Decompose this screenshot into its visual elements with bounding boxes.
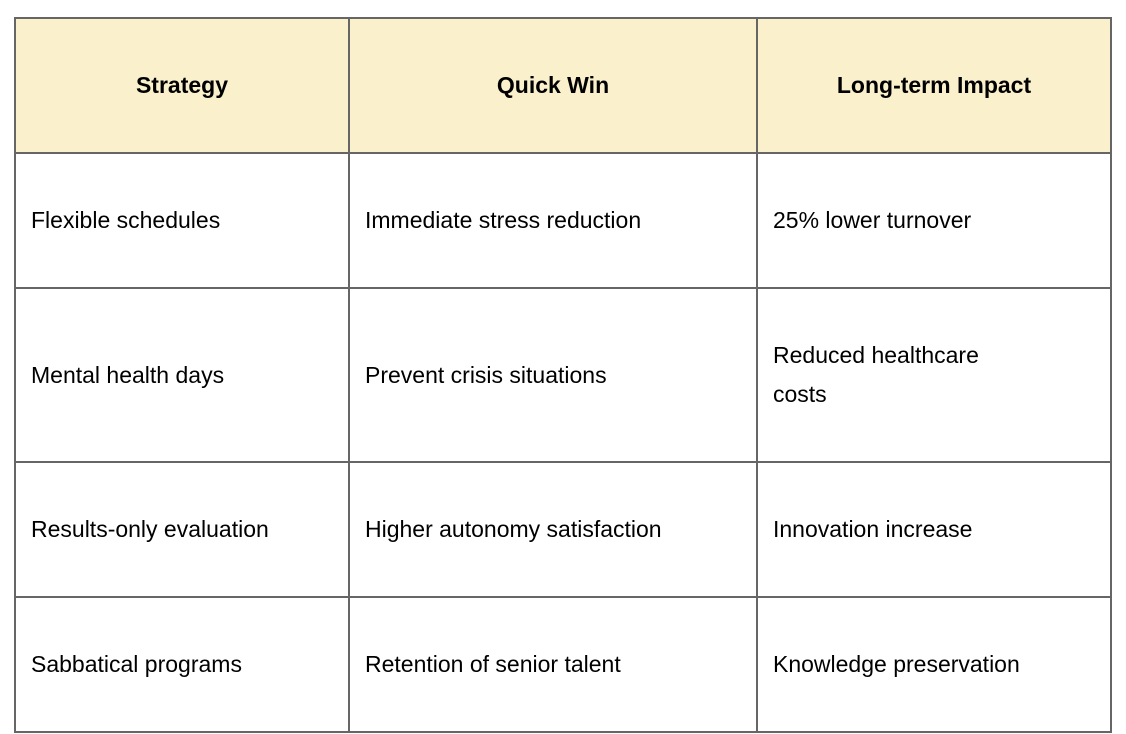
cell-strategy-results-only-evaluation[interactable]: Results-only evaluation: [14, 461, 350, 598]
cell-strategy-sabbatical-programs[interactable]: Sabbatical programs: [14, 596, 350, 733]
cell-strategy-flexible-schedules[interactable]: Flexible schedules: [14, 152, 350, 289]
cell-impact-mental-health-days[interactable]: Reduced healthcare costs: [756, 287, 1112, 463]
cell-impact-flexible-schedules[interactable]: 25% lower turnover: [756, 152, 1112, 289]
header-cell-strategy[interactable]: Strategy: [14, 17, 350, 154]
table-header-row: Strategy Quick Win Long-term Impact: [14, 17, 1112, 154]
table-row: Strategy Quick Win Long-term Impact: [14, 17, 1112, 154]
header-cell-quick-win[interactable]: Quick Win: [348, 17, 758, 154]
cell-quick-win-sabbatical-programs[interactable]: Retention of senior talent: [348, 596, 758, 733]
cell-strategy-mental-health-days[interactable]: Mental health days: [14, 287, 350, 463]
cell-quick-win-results-only-evaluation[interactable]: Higher autonomy satisfaction: [348, 461, 758, 598]
cell-impact-sabbatical-programs[interactable]: Knowledge preservation: [756, 596, 1112, 733]
cell-impact-results-only-evaluation[interactable]: Innovation increase: [756, 461, 1112, 598]
table-row: Sabbatical programs Retention of senior …: [14, 596, 1112, 733]
table-row: Flexible schedules Immediate stress redu…: [14, 152, 1112, 289]
table-body: Flexible schedules Immediate stress redu…: [14, 152, 1112, 733]
cell-quick-win-flexible-schedules[interactable]: Immediate stress reduction: [348, 152, 758, 289]
header-cell-long-term-impact[interactable]: Long-term Impact: [756, 17, 1112, 154]
table-row: Mental health days Prevent crisis situat…: [14, 287, 1112, 463]
cell-quick-win-mental-health-days[interactable]: Prevent crisis situations: [348, 287, 758, 463]
table-row: Results-only evaluation Higher autonomy …: [14, 461, 1112, 598]
strategy-table: Strategy Quick Win Long-term Impact Flex…: [14, 17, 1112, 733]
